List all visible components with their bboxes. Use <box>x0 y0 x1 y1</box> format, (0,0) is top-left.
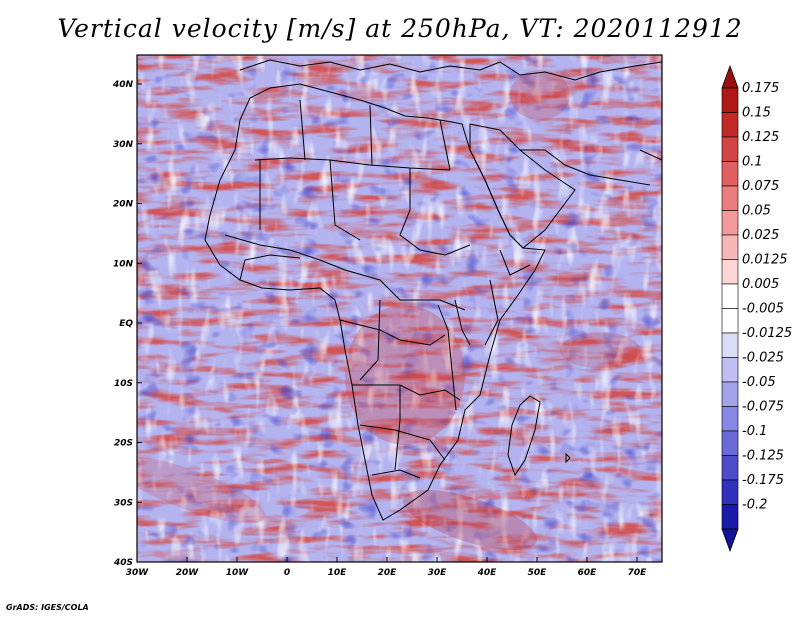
lon-tick-label: 10W <box>226 568 250 578</box>
lat-tick-label: 30S <box>114 498 133 508</box>
lon-tick-label: 70E <box>628 568 648 578</box>
colorbar-label: 0.025 <box>742 228 779 243</box>
colorbar-swatch <box>721 332 739 358</box>
colorbar-swatch <box>721 308 739 334</box>
colorbar-label: -0.075 <box>742 400 784 415</box>
lon-tick-label: 20E <box>378 568 398 578</box>
lon-tick-label: 50E <box>528 568 548 578</box>
colorbar-label: 0.175 <box>742 81 779 96</box>
colorbar-bottom-arrow <box>721 528 739 553</box>
colorbar-swatch <box>721 479 739 505</box>
lon-tick-label: 60E <box>578 568 598 578</box>
colorbar-label: -0.2 <box>742 498 767 513</box>
colorbar-label: -0.1 <box>742 424 767 439</box>
lon-tick-label: 30W <box>126 568 150 578</box>
colorbar-swatch <box>721 504 739 530</box>
lon-tick-label: 40E <box>477 568 498 578</box>
lon-tick-label: 20W <box>176 568 200 578</box>
colorbar-swatch <box>721 234 739 260</box>
coastlines <box>204 59 662 521</box>
colorbar-swatch <box>721 112 739 138</box>
colorbar-label: 0.075 <box>742 179 779 194</box>
lat-tick-label: 40S <box>113 558 133 568</box>
velocity-field <box>137 55 662 562</box>
lat-tick-label: 10S <box>114 379 133 389</box>
chart-title: Vertical velocity [m/s] at 250hPa, VT: 2… <box>57 14 743 43</box>
colorbar-swatch <box>721 357 739 383</box>
longitude-axis: 30W 20W 10W 0 10E 20E 30E 40E 50E 60E 70E <box>126 557 647 578</box>
colorbar-swatch <box>721 161 739 187</box>
colorbar-swatch <box>721 87 739 113</box>
colorbar-label: 0.125 <box>742 130 779 145</box>
colorbar-label: -0.175 <box>742 473 784 488</box>
colorbar-label: -0.005 <box>742 302 784 317</box>
lon-tick-label: 30E <box>428 568 448 578</box>
lat-tick-label: 20N <box>113 200 134 210</box>
colorbar-swatch <box>721 406 739 432</box>
lat-tick-label: 40N <box>112 80 134 90</box>
lon-tick-label: 10E <box>328 568 348 578</box>
colorbar-label: -0.0125 <box>742 326 792 341</box>
lat-tick-label: 30N <box>113 140 134 150</box>
colorbar-label: 0.005 <box>742 277 779 292</box>
lon-tick-label: 0 <box>284 568 290 578</box>
colorbar-swatch <box>721 136 739 162</box>
colorbar-label: 0.15 <box>742 106 771 121</box>
lat-tick-label: 10N <box>113 259 134 269</box>
colorbar-label: 0.1 <box>742 155 763 170</box>
colorbar-swatch <box>721 259 739 285</box>
plot-frame <box>136 54 663 563</box>
colorbar-label: 0.05 <box>742 204 771 219</box>
colorbar-label: 0.0125 <box>742 253 788 268</box>
colorbar-label: -0.125 <box>742 449 784 464</box>
colorbar-swatch <box>721 455 739 481</box>
colorbar-label: -0.025 <box>742 351 784 366</box>
lat-tick-label: 20S <box>114 439 133 449</box>
colorbar-swatch <box>721 210 739 236</box>
credit-text: GrADS: IGES/COLA <box>6 603 89 612</box>
latitude-axis: 40N 30N 20N 10N EQ 10S 20S 30S 40S <box>112 80 142 568</box>
colorbar-swatch <box>721 283 739 309</box>
colorbar-label: -0.05 <box>742 375 776 390</box>
lat-tick-label: EQ <box>119 319 133 329</box>
colorbar-swatch <box>721 381 739 407</box>
colorbar-swatch <box>721 430 739 456</box>
colorbar-top-arrow <box>721 64 739 89</box>
colorbar-swatch <box>721 185 739 211</box>
colorbar: 0.175 0.15 0.125 0.1 0.075 0.05 0.025 0.0125 0.0… <box>721 64 792 553</box>
